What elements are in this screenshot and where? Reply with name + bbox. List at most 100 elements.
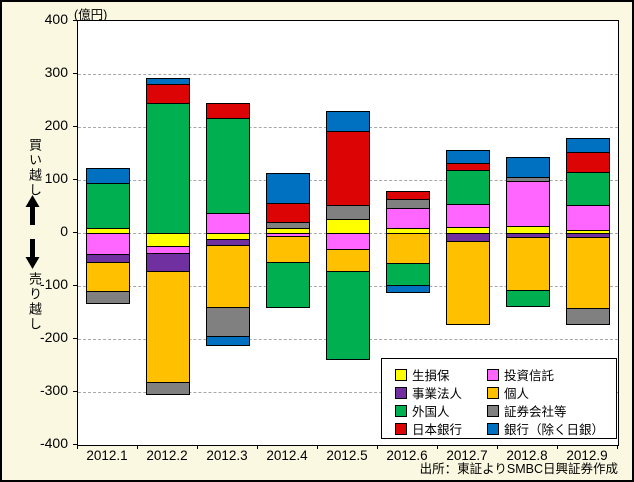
bar-segment — [326, 271, 370, 360]
x-axis-tick — [317, 445, 318, 449]
legend-item: 銀行（除く日銀） — [487, 420, 604, 437]
y-axis-tick — [73, 73, 77, 74]
x-axis-tick — [197, 445, 198, 449]
y-axis-tick-label: 0 — [60, 223, 68, 239]
bar-segment — [86, 183, 130, 229]
legend-item: 事業法人 — [395, 384, 487, 401]
legend-item: 外国人 — [395, 402, 487, 419]
bar-segment — [326, 131, 370, 206]
bar-segment — [86, 233, 130, 255]
bar-segment — [326, 205, 370, 220]
legend-swatch-icon — [395, 422, 407, 435]
x-axis-tick — [617, 445, 618, 449]
legend-swatch-icon — [487, 368, 499, 381]
gridline — [78, 74, 618, 75]
y-axis-tick — [73, 20, 77, 21]
bar-segment — [266, 173, 310, 204]
x-axis-label: 2012.4 — [266, 448, 308, 463]
x-axis-tick — [137, 445, 138, 449]
bar-segment — [146, 271, 190, 383]
x-axis-tick — [497, 445, 498, 449]
x-axis-label: 2012.5 — [326, 448, 368, 463]
bar-segment — [386, 208, 430, 229]
x-axis-label: 2012.7 — [446, 448, 488, 463]
bar-segment — [566, 308, 610, 325]
bar-segment — [446, 170, 490, 205]
x-axis-label: 2012.8 — [506, 448, 548, 463]
bar-segment — [146, 233, 190, 247]
legend-swatch-icon — [395, 386, 407, 399]
legend-label: 投資信託 — [504, 369, 555, 383]
bar-segment — [206, 103, 250, 119]
x-axis-label: 2012.2 — [146, 448, 188, 463]
bar-segment — [446, 204, 490, 228]
bar-segment — [386, 285, 430, 293]
bar-segment — [326, 233, 370, 250]
y-axis-unit-label: (億円) — [74, 8, 108, 22]
y-axis-tick-label: -400 — [39, 435, 68, 451]
x-axis-tick — [377, 445, 378, 449]
legend-swatch-icon — [395, 368, 407, 381]
bar-segment — [506, 181, 550, 227]
bar-segment — [386, 191, 430, 200]
bar-segment — [446, 150, 490, 164]
y-axis-tick — [73, 444, 77, 445]
down-arrow-icon — [25, 239, 40, 269]
bar-segment — [326, 219, 370, 234]
bar-segment — [86, 168, 130, 184]
bar-segment — [566, 205, 610, 231]
legend-swatch-icon — [487, 422, 499, 435]
y-axis-tick-label: 200 — [44, 117, 68, 133]
legend-item: 日本銀行 — [395, 420, 487, 437]
legend-label: 事業法人 — [412, 387, 463, 401]
y-axis-tick-label: 100 — [44, 170, 68, 186]
plot-area: 生損保 事業法人 外国人 日本銀行 投資信託 個人証券会社等銀行（除く日銀） — [77, 20, 619, 446]
y-axis-direction-annotations: 買い越し 売り越し — [22, 2, 44, 444]
bar-segment — [506, 290, 550, 307]
legend-label: 銀行（除く日銀） — [504, 423, 605, 437]
bar-segment — [566, 237, 610, 309]
bar-segment — [446, 241, 490, 325]
bar-segment — [146, 84, 190, 104]
bar-segment — [266, 222, 310, 229]
y-axis-tick-label: 300 — [44, 64, 68, 80]
legend-swatch-icon — [487, 386, 499, 399]
bar-segment — [86, 262, 130, 292]
y-axis-tick-label: -200 — [39, 329, 68, 345]
y-axis-tick — [73, 179, 77, 180]
legend-item: 個人 — [487, 384, 604, 401]
buy-side-label: 買い越し — [27, 138, 42, 198]
bar-segment — [206, 336, 250, 346]
x-axis-tick — [437, 445, 438, 449]
bar-segment — [146, 103, 190, 234]
bar-segment — [506, 237, 550, 291]
bar-segment — [506, 157, 550, 178]
bar-segment — [326, 249, 370, 272]
sell-side-label: 売り越し — [27, 272, 42, 332]
bar-segment — [266, 262, 310, 308]
bar-segment — [386, 263, 430, 286]
bar-segment — [206, 245, 250, 308]
bar-segment — [146, 382, 190, 395]
x-axis-tick — [257, 445, 258, 449]
legend-label: 証券会社等 — [504, 405, 567, 419]
y-axis-tick — [73, 126, 77, 127]
x-axis-label: 2012.1 — [86, 448, 128, 463]
x-axis-label: 2012.9 — [566, 448, 608, 463]
x-axis-label: 2012.6 — [386, 448, 428, 463]
y-axis-tick — [73, 391, 77, 392]
bar-segment — [326, 111, 370, 132]
bar-segment — [446, 163, 490, 171]
legend-item: 証券会社等 — [487, 402, 604, 419]
legend-column: 生損保 事業法人 外国人 日本銀行 — [395, 366, 487, 438]
bar-segment — [206, 213, 250, 234]
bar-segment — [566, 138, 610, 153]
bar-segment — [386, 233, 430, 264]
x-axis-label: 2012.3 — [206, 448, 248, 463]
y-axis-tick — [73, 338, 77, 339]
bar-segment — [86, 291, 130, 304]
legend-swatch-icon — [487, 404, 499, 417]
source-note: 出所：東証よりSMBC日興証券作成 — [419, 462, 618, 476]
y-axis-tick — [73, 232, 77, 233]
